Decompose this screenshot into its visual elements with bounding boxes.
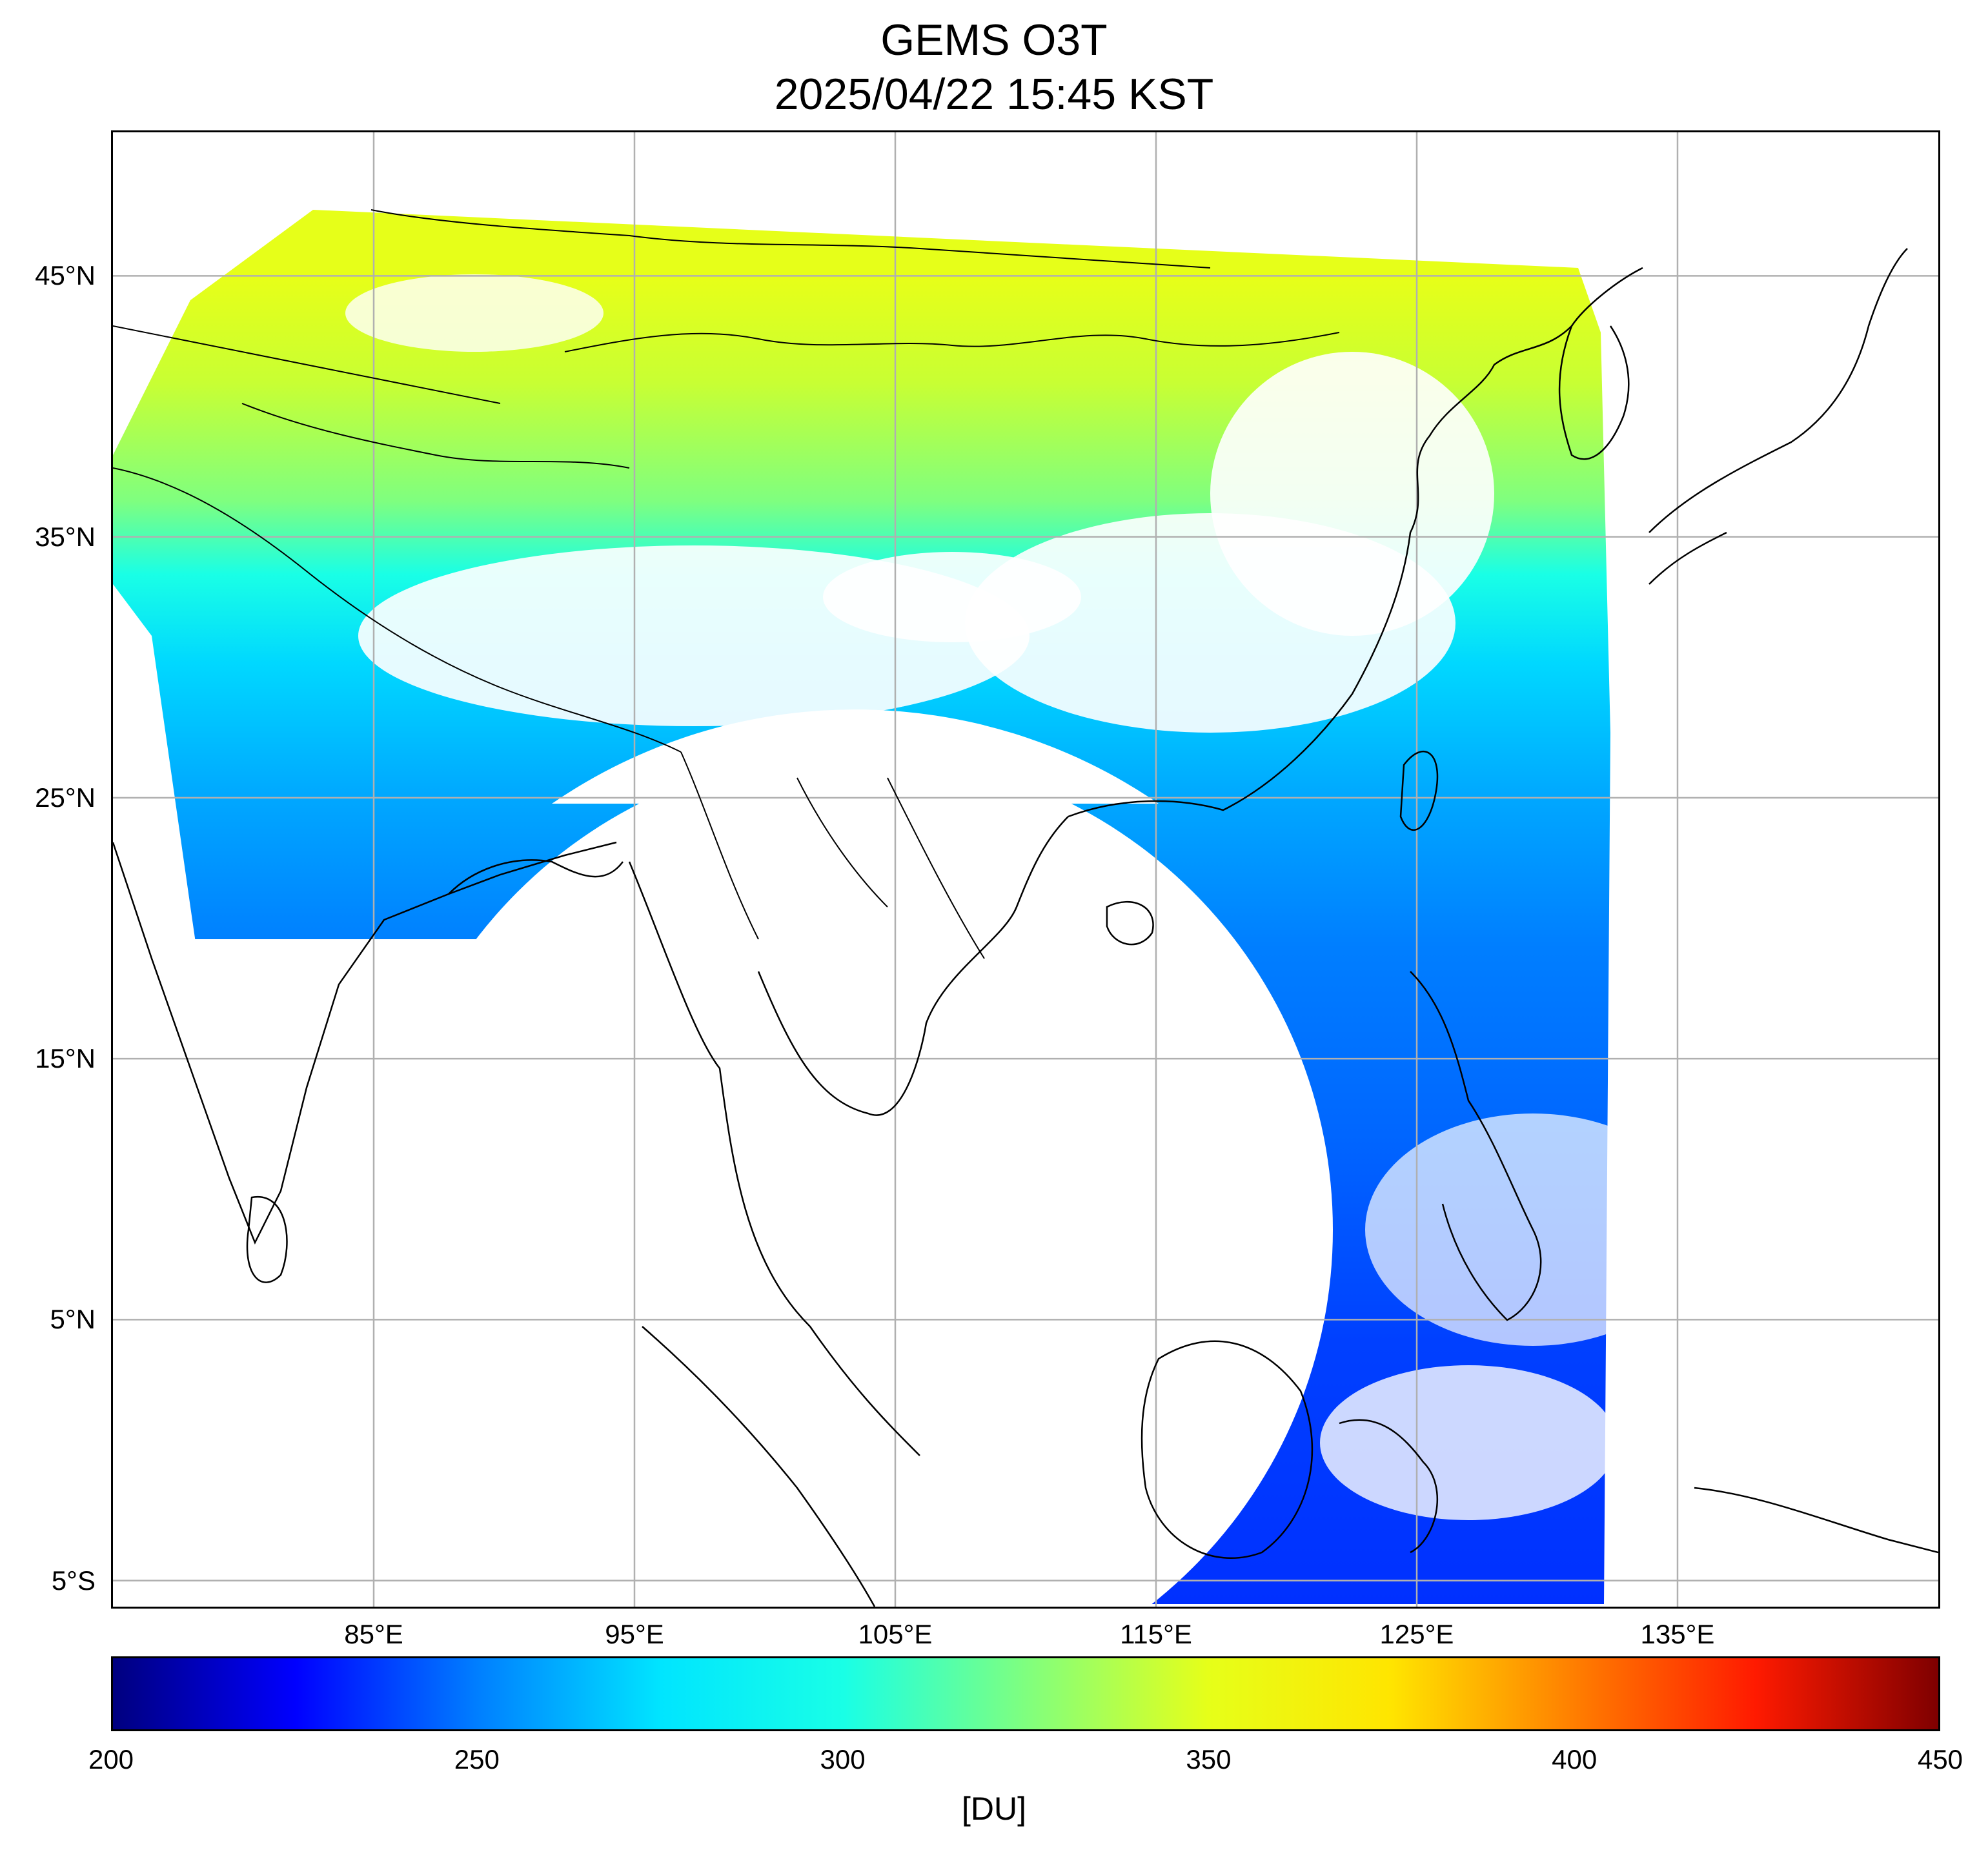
ozone-data-field (113, 132, 1938, 1607)
coastline-taiwan (1399, 751, 1439, 831)
longitude-label: 95°E (605, 1619, 664, 1649)
coastline-philippines (1410, 971, 1542, 1321)
colorbar-tick-label: 200 (88, 1744, 134, 1774)
map-panel (111, 130, 1940, 1609)
country-borders (113, 209, 1340, 959)
longitude-label: 85°E (344, 1619, 403, 1649)
border-indochina (680, 751, 985, 959)
border-himalaya (113, 467, 682, 753)
border-central-asia (113, 325, 501, 404)
coastline-bay-of-bengal-head (448, 859, 624, 895)
colorbar-tick-label: 350 (1186, 1744, 1232, 1774)
colorbar-tick-label: 450 (1917, 1744, 1963, 1774)
coastline-india (113, 841, 617, 1245)
colorbar (111, 1656, 1940, 1731)
colorbar-unit-label: [DU] (962, 1791, 1026, 1827)
longitude-label: 115°E (1120, 1619, 1192, 1649)
latitude-label: 45°N (35, 260, 96, 291)
graticule (113, 132, 1938, 1607)
latitude-label: 15°N (35, 1043, 96, 1074)
latitude-label: 5°S (51, 1565, 96, 1596)
colorbar-tick-label: 300 (820, 1744, 866, 1774)
border-russia-mongolia (370, 209, 1211, 269)
coastline-japan (1648, 248, 1908, 585)
coastline-sumatra (642, 1326, 876, 1607)
chart-title-line2: 2025/04/22 15:45 KST (774, 70, 1214, 119)
latitude-label: 5°N (50, 1304, 96, 1335)
colorbar-tick-label: 250 (454, 1744, 500, 1774)
coastline-borneo (1141, 1340, 1314, 1559)
longitude-label: 125°E (1379, 1619, 1454, 1649)
chart-title-line1: GEMS O3T (880, 15, 1108, 65)
latitude-label: 35°N (35, 521, 96, 552)
coastline-hainan (1106, 900, 1154, 946)
coastlines (113, 248, 1938, 1607)
coastline-sulawesi (1339, 1419, 1438, 1554)
colorbar-tick-label: 400 (1552, 1744, 1598, 1774)
latitude-label: 25°N (35, 782, 96, 813)
ozone-map (113, 132, 1938, 1607)
coastline-korea (1558, 325, 1630, 460)
longitude-label: 105°E (858, 1619, 933, 1649)
longitude-label: 135°E (1640, 1619, 1715, 1649)
border-mongolia-china (564, 332, 1340, 352)
coastline-sri-lanka (246, 1195, 288, 1283)
coastline-indochina (628, 816, 1069, 1456)
coastline-china (1068, 267, 1643, 818)
border-tibet (241, 403, 630, 469)
coastline-new-guinea (1694, 1487, 1938, 1554)
